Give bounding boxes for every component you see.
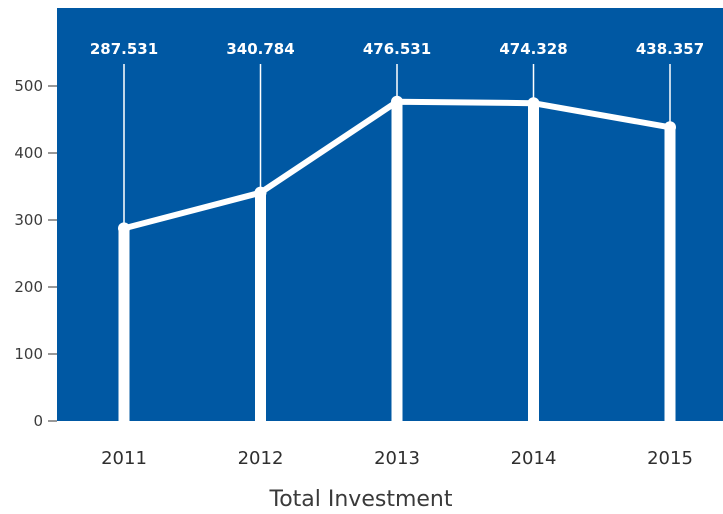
x-tick-label: 2013 xyxy=(374,448,420,469)
data-point xyxy=(254,186,267,199)
data-label: 476.531 xyxy=(363,40,431,58)
data-label: 287.531 xyxy=(90,40,158,58)
x-tick-label: 2011 xyxy=(101,448,147,469)
y-tick-label: 0 xyxy=(33,412,43,430)
x-axis: 2011 2012 2013 2014 2015 xyxy=(101,448,693,469)
x-tick-label: 2012 xyxy=(238,448,284,469)
data-point xyxy=(118,222,130,235)
data-point xyxy=(527,97,540,110)
y-tick-label: 400 xyxy=(14,144,43,162)
x-tick-label: 2015 xyxy=(647,448,693,469)
plot-area xyxy=(57,8,723,421)
y-tick-label: 500 xyxy=(14,77,43,95)
y-tick-label: 300 xyxy=(14,211,43,229)
data-label: 438.357 xyxy=(636,40,704,58)
data-labels: 287.531 340.784 476.531 474.328 438.357 xyxy=(90,40,704,58)
label-leader-lines xyxy=(123,64,671,229)
data-label: 340.784 xyxy=(226,40,294,58)
value-stems xyxy=(118,101,676,421)
data-points xyxy=(118,95,676,235)
data-point xyxy=(664,121,676,134)
y-tick-label: 200 xyxy=(14,278,43,296)
data-point xyxy=(391,95,403,108)
chart-title: Total Investment xyxy=(269,487,453,512)
y-axis: 0 100 200 300 400 500 xyxy=(14,77,57,430)
x-tick-label: 2014 xyxy=(511,448,557,469)
y-tick-label: 100 xyxy=(14,345,43,363)
data-label: 474.328 xyxy=(499,40,567,58)
